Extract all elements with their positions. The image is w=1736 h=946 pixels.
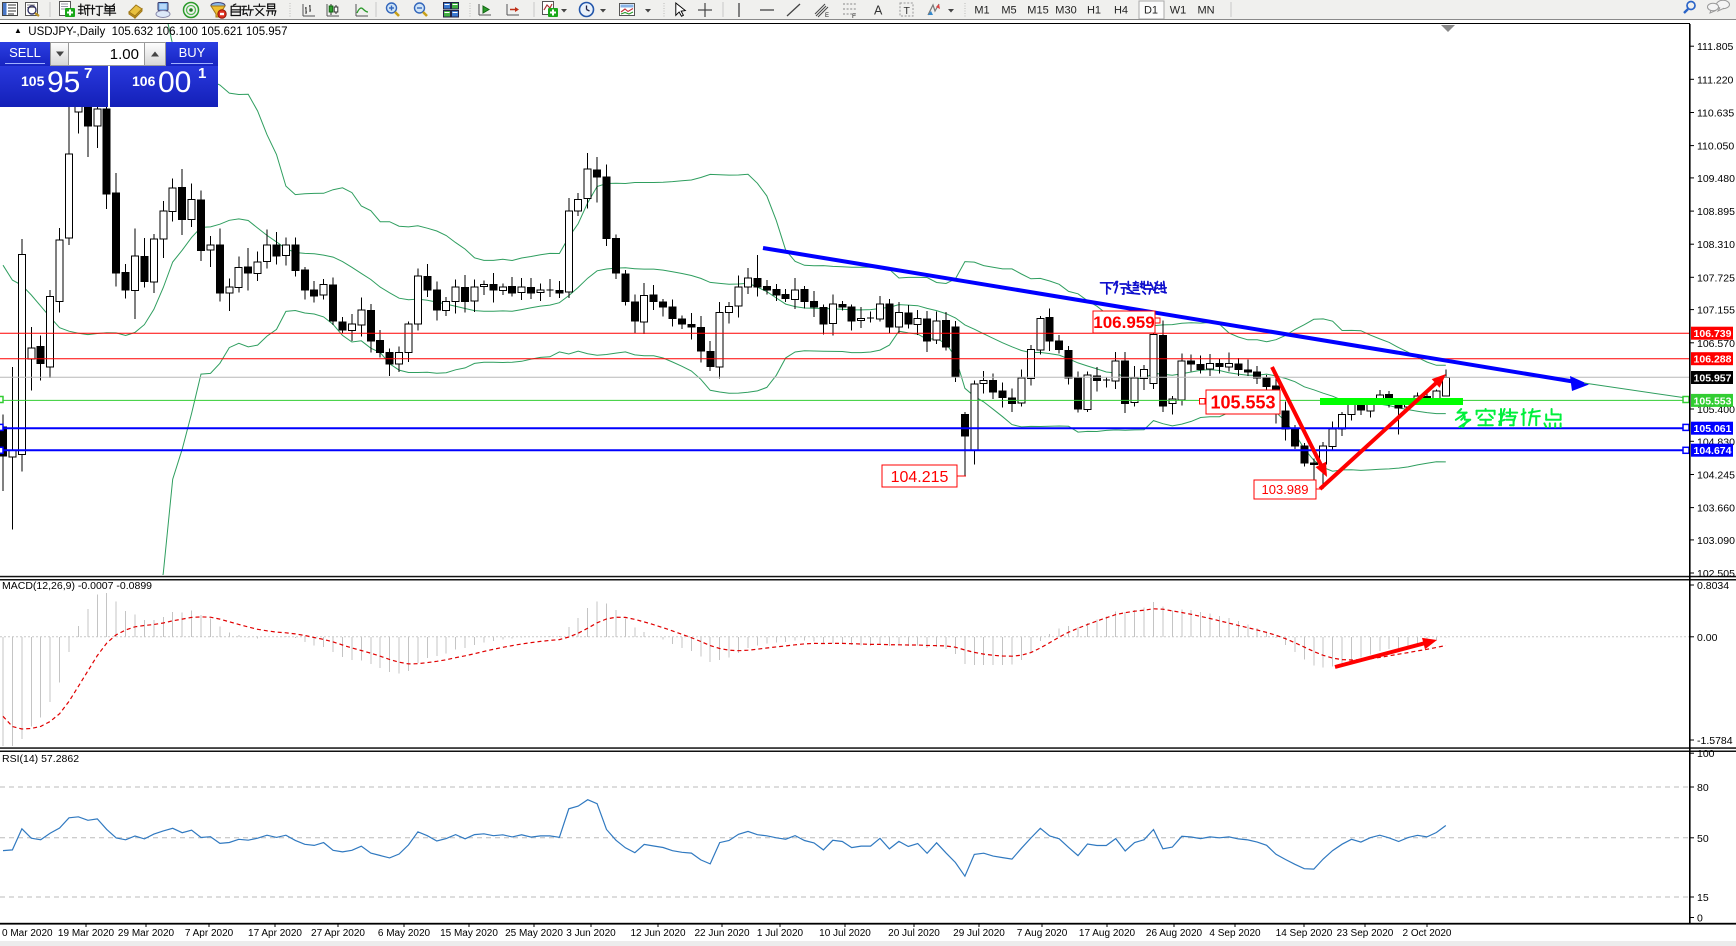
svg-text:M1: M1 — [974, 5, 989, 17]
svg-text:106.288: 106.288 — [1694, 354, 1732, 366]
svg-text:MN: MN — [1197, 5, 1214, 17]
svg-text:103.989: 103.989 — [1262, 482, 1309, 497]
svg-text:H1: H1 — [1087, 5, 1101, 17]
svg-text:15: 15 — [1697, 892, 1709, 904]
svg-text:106.739: 106.739 — [1694, 328, 1732, 340]
svg-text:7 Aug 2020: 7 Aug 2020 — [1017, 928, 1068, 939]
svg-text:29 Jul 2020: 29 Jul 2020 — [953, 928, 1005, 939]
svg-text:104.215: 104.215 — [891, 469, 949, 486]
svg-text:106.959: 106.959 — [1093, 313, 1154, 332]
svg-text:80: 80 — [1697, 782, 1709, 794]
svg-text:1 Jul 2020: 1 Jul 2020 — [757, 928, 804, 939]
svg-text:103.090: 103.090 — [1697, 535, 1735, 547]
svg-text:25 May 2020: 25 May 2020 — [505, 928, 563, 939]
svg-text:D1: D1 — [1144, 5, 1158, 17]
svg-text:111.805: 111.805 — [1697, 41, 1734, 53]
svg-text:0 Mar 2020: 0 Mar 2020 — [2, 928, 53, 939]
svg-text:0.8034: 0.8034 — [1697, 580, 1729, 592]
svg-text:6 May 2020: 6 May 2020 — [378, 928, 431, 939]
svg-text:107.155: 107.155 — [1697, 305, 1735, 317]
svg-text:105.553: 105.553 — [1694, 395, 1732, 407]
svg-text:105.553: 105.553 — [1210, 392, 1275, 412]
svg-text:F: F — [852, 13, 856, 20]
svg-text:0: 0 — [1697, 913, 1703, 925]
svg-text:105.400: 105.400 — [1697, 404, 1735, 416]
svg-text:-1.5784: -1.5784 — [1697, 735, 1733, 747]
svg-text:20 Jul 2020: 20 Jul 2020 — [888, 928, 940, 939]
svg-text:26 Aug 2020: 26 Aug 2020 — [1146, 928, 1203, 939]
svg-text:E: E — [825, 13, 829, 19]
svg-text:H4: H4 — [1114, 5, 1128, 17]
svg-text:19 Mar 2020: 19 Mar 2020 — [58, 928, 115, 939]
svg-text:T: T — [904, 5, 911, 17]
svg-text:104.245: 104.245 — [1697, 470, 1735, 482]
svg-text:4 Sep 2020: 4 Sep 2020 — [1209, 928, 1261, 939]
svg-text:17 Aug 2020: 17 Aug 2020 — [1079, 928, 1136, 939]
svg-text:105.061: 105.061 — [1694, 423, 1732, 435]
svg-text:10 Jul 2020: 10 Jul 2020 — [819, 928, 871, 939]
svg-text:A: A — [874, 4, 883, 18]
svg-text:105.957: 105.957 — [1694, 373, 1732, 385]
svg-text:109.480: 109.480 — [1697, 173, 1735, 185]
svg-text:0.00: 0.00 — [1697, 632, 1718, 644]
svg-text:50: 50 — [1697, 833, 1709, 845]
svg-text:M5: M5 — [1001, 5, 1016, 17]
svg-text:106.570: 106.570 — [1697, 338, 1735, 350]
svg-text:3 Jun 2020: 3 Jun 2020 — [566, 928, 616, 939]
svg-text:23 Sep 2020: 23 Sep 2020 — [1337, 928, 1394, 939]
svg-text:MACD(12,26,9) -0.0007 -0.0899: MACD(12,26,9) -0.0007 -0.0899 — [2, 580, 152, 592]
svg-text:2 Oct 2020: 2 Oct 2020 — [1403, 928, 1452, 939]
svg-text:108.895: 108.895 — [1697, 206, 1735, 218]
svg-text:103.660: 103.660 — [1697, 503, 1735, 515]
svg-text:110.635: 110.635 — [1697, 108, 1734, 120]
svg-text:110.050: 110.050 — [1697, 141, 1734, 153]
svg-text:14 Sep 2020: 14 Sep 2020 — [1276, 928, 1333, 939]
svg-text:7 Apr 2020: 7 Apr 2020 — [185, 928, 234, 939]
svg-text:108.310: 108.310 — [1697, 239, 1735, 251]
svg-text:27 Apr 2020: 27 Apr 2020 — [311, 928, 365, 939]
svg-text:100: 100 — [1697, 748, 1715, 760]
svg-text:111.220: 111.220 — [1697, 74, 1734, 86]
svg-text:107.725: 107.725 — [1697, 272, 1735, 284]
svg-text:M30: M30 — [1055, 5, 1076, 17]
svg-text:29 Mar 2020: 29 Mar 2020 — [118, 928, 175, 939]
svg-text:W1: W1 — [1170, 5, 1187, 17]
svg-text:22 Jun 2020: 22 Jun 2020 — [694, 928, 749, 939]
svg-text:M15: M15 — [1027, 5, 1048, 17]
svg-text:102.505: 102.505 — [1697, 568, 1735, 580]
svg-text:17 Apr 2020: 17 Apr 2020 — [248, 928, 302, 939]
svg-text:15 May 2020: 15 May 2020 — [440, 928, 498, 939]
svg-text:104.674: 104.674 — [1694, 445, 1732, 457]
svg-text:12 Jun 2020: 12 Jun 2020 — [630, 928, 685, 939]
svg-text:RSI(14) 57.2862: RSI(14) 57.2862 — [2, 753, 79, 765]
